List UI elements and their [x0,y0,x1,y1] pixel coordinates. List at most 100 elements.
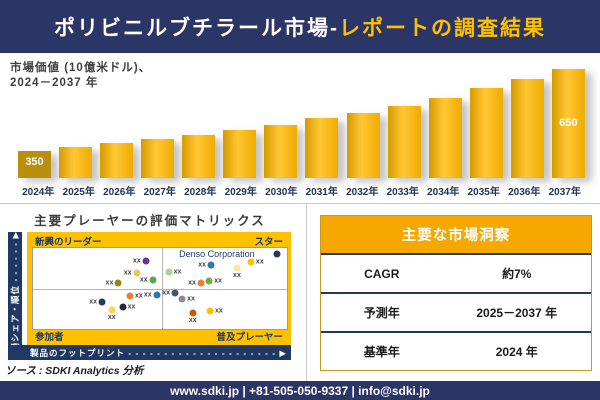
bar [223,129,257,178]
vertical-divider [306,203,307,381]
insight-value: 2024 年 [495,345,538,359]
year-label: 2034年 [427,187,460,198]
matrix-point-label: xx [132,257,141,265]
matrix-y-axis-bar: 市場シェア・順位 - - - - - - ▶ [8,230,22,362]
matrix-point-label: xx [135,292,143,300]
quadrant-label-top-right: スター [254,237,283,248]
year-label: 2027年 [143,187,176,198]
bar [305,118,339,178]
matrix-point [119,303,127,311]
matrix-point-label: xx [214,277,223,285]
matrix-point [233,264,241,272]
year-label: 2030年 [265,187,298,198]
matrix-point-label: xx [105,279,114,287]
matrix-point [197,279,205,287]
matrix-point-label: xx [188,316,197,324]
matrix-point [126,292,134,300]
matrix-point-label: xx [233,271,241,279]
bar: 650 [551,69,585,178]
matrix-y-axis-label: 市場シェア・順位 - - - - - - ▶ [10,230,20,362]
bar [141,138,175,178]
page-title-accent: レポートの調査結果 [339,16,546,40]
bar [469,88,503,178]
quadrant-divider-vertical [161,248,163,329]
matrix-frame: 新興のリーダー スター 参加者 普及プレーヤー Denso Corporatio… [27,232,291,345]
matrix-point-label: xx [107,313,116,321]
company-label: Denso Corporation [179,249,255,260]
insights-table-title: 主要な市場洞察 [321,216,591,253]
matrix-title: 主要プレーヤーの評価マトリックス [34,214,266,228]
x-axis-labels: 2024年 2025年 2026年 2027年 2028年 2029年 2030年 2031年… [18,183,585,198]
bar [264,125,298,178]
matrix-point [114,279,122,287]
matrix-point-label: xx [215,307,223,315]
bar-value-label: 650 [559,117,578,129]
year-label: 2025年 [62,187,95,198]
matrix-x-axis-label: 製品のフットプリント - - - - - - - - - - - - - - -… [30,347,287,358]
matrix-point-label: xx [127,303,136,311]
matrix-point-label: xx [143,291,152,299]
year-label: 2029年 [224,187,257,198]
bar [59,147,93,178]
bar-group: 350 650 [18,68,585,178]
insight-label: 基準年 [363,345,400,359]
matrix-point [207,261,215,269]
year-label: 2031年 [305,187,338,198]
quadrant-divider-horizontal [33,288,287,290]
chart-axis-title-line2: 2024－2037 年 [10,77,99,89]
matrix-point [189,309,197,317]
insight-row: CAGR 約7% [321,253,591,292]
page-title-bar: ポリビニルブチラール市場- レポートの調査結果 [0,0,600,53]
matrix-point-label: xx [198,261,207,269]
matrix-point [206,307,214,315]
chart-axis-title-line1: 市場価値 (10億米ドル)、 [10,62,152,74]
year-label: 2036年 [508,187,541,198]
matrix-point [98,298,106,306]
matrix-point [153,291,161,299]
insight-label: 予測年 [363,306,400,320]
bar [387,105,421,178]
matrix-point-label: xx [188,279,196,287]
matrix-point [142,257,150,265]
matrix-point-label: xx [162,289,170,297]
year-label: 2028年 [184,187,217,198]
insight-value: 2025－2037 年 [476,306,558,320]
matrix-x-axis-bar: 製品のフットプリント - - - - - - - - - - - - - - -… [8,345,291,360]
page-title-main: ポリビニルブチラール市場- [54,16,339,40]
insight-value: 約7% [502,267,532,281]
market-insights-table: 主要な市場洞察 CAGR 約7% 予測年 2025－2037 年基準年 2024 年 [320,215,592,371]
bar: 350 [18,150,51,178]
bar [346,112,380,178]
chart-axis-title: 市場価値 (10億米ドル)、 2024－2037 年 [10,61,151,91]
matrix-point-label: xx [89,298,98,306]
quadrant-label-bottom-right: 普及プレーヤー [216,332,283,343]
bar [100,142,134,178]
year-label: 2032年 [346,187,379,198]
matrix-point-label: xx [123,269,132,277]
matrix-point [247,258,255,266]
matrix-point [108,306,116,314]
insight-label: CAGR [364,266,400,281]
year-label: 2024年 [22,187,55,198]
bar [182,134,216,178]
footer-contact-bar: www.sdki.jp | +81-505-050-9337 | info@sd… [0,381,600,400]
matrix-point-label: xx [139,276,148,284]
matrix-point [205,277,213,285]
matrix-point [171,289,179,297]
bar-value-label: 350 [25,155,44,168]
insight-row: 予測年 2025－2037 年 [321,292,591,331]
matrix-plot-area: Denso Corporation xx xx xx xx xx xx xx xx xx xx xx… [32,247,288,330]
quadrant-label-top-left: 新興のリーダー [35,237,102,248]
horizontal-divider [0,203,600,204]
bar [428,97,462,178]
year-label: 2035年 [467,187,500,198]
matrix-point-label: xx [173,268,182,276]
year-label: 2033年 [386,187,419,198]
source-note: ソース : SDKI Analytics 分析 [5,365,144,377]
insight-row: 基準年 2024 年 [321,331,591,370]
footer-contact-text: www.sdki.jp | +81-505-050-9337 | info@sd… [170,383,430,398]
matrix-point [273,250,281,258]
year-label: 2026年 [103,187,136,198]
quadrant-label-bottom-left: 参加者 [35,332,64,343]
